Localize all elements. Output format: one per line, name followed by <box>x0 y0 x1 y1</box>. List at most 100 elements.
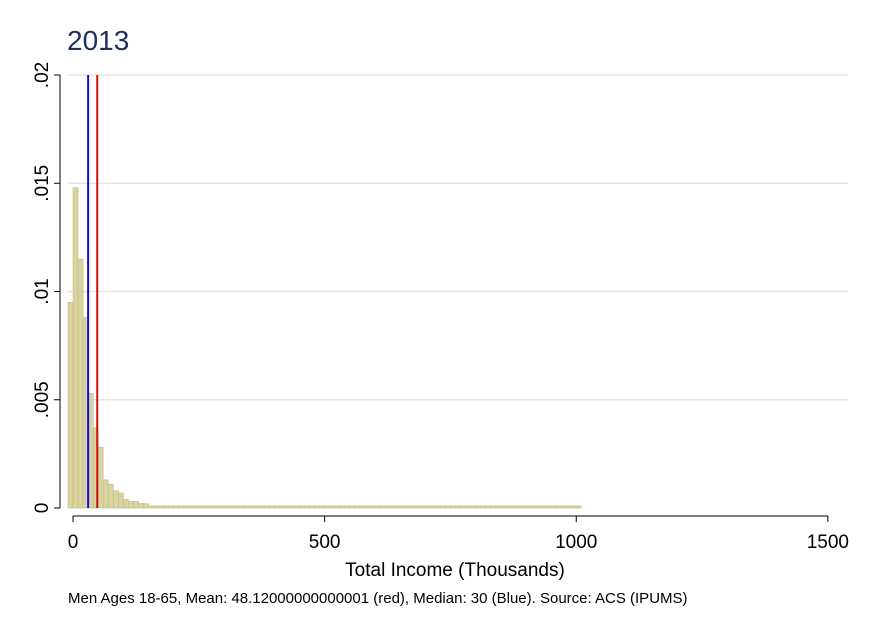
histogram-bar <box>530 505 537 509</box>
histogram-bar <box>153 505 159 509</box>
histogram-bar <box>334 505 341 509</box>
histogram-bar <box>389 505 396 509</box>
histogram-bar <box>304 505 310 509</box>
histogram-bar <box>118 492 124 509</box>
histogram-bar <box>470 505 476 509</box>
histogram-bar <box>364 505 371 509</box>
histogram-bar <box>284 505 290 509</box>
histogram-bar <box>485 505 492 509</box>
histogram-bar <box>359 505 366 509</box>
chart-title: 2013 <box>67 25 129 56</box>
histogram-bar <box>188 505 195 509</box>
histogram-bar <box>505 505 512 509</box>
histogram-bar <box>97 447 104 509</box>
histogram-bar <box>213 505 220 509</box>
histogram-bar <box>102 479 109 509</box>
histogram-bar <box>435 505 441 509</box>
histogram-bar <box>450 505 456 509</box>
histogram-bar <box>399 505 406 509</box>
histogram-bar <box>349 505 356 509</box>
histogram-bar <box>414 505 421 509</box>
histogram-bar <box>379 505 386 509</box>
histogram-bar <box>67 302 74 509</box>
histogram-bar <box>128 501 134 509</box>
histogram-bar <box>238 505 245 509</box>
histogram-bar <box>319 505 325 509</box>
y-tick-label: .02 <box>32 62 53 88</box>
histogram-bar <box>409 505 416 509</box>
histogram-bar <box>540 505 547 509</box>
histogram-bar <box>233 505 240 509</box>
histogram-bar <box>424 505 431 509</box>
histogram-bar <box>374 505 381 509</box>
histogram-bar <box>570 505 577 509</box>
histogram-bar <box>299 505 305 509</box>
reference-lines <box>87 75 99 508</box>
histogram-bar <box>112 490 119 509</box>
histogram-bar <box>203 505 210 509</box>
histogram-bar <box>248 505 255 509</box>
histogram-bar <box>515 505 522 509</box>
histogram-bar <box>550 505 557 509</box>
histogram-bar <box>324 505 330 509</box>
histogram-bar <box>173 505 180 509</box>
histogram-bar <box>228 505 235 509</box>
histogram-bar <box>535 505 542 509</box>
y-tick-label: .01 <box>32 278 53 304</box>
x-tick-label: 500 <box>309 532 341 553</box>
histogram-bar <box>460 505 466 509</box>
histogram-bar <box>475 505 481 509</box>
histogram-bar <box>344 505 351 509</box>
x-tick-label: 0 <box>68 532 79 553</box>
histogram-bar <box>575 505 582 509</box>
chart-note: Men Ages 18-65, Mean: 48.12000000000001 … <box>68 590 688 607</box>
histogram-bar <box>294 505 300 509</box>
y-tick-label: .015 <box>32 165 53 202</box>
histogram-bar <box>208 505 215 509</box>
histogram-bar <box>560 505 567 509</box>
histogram-bar <box>107 483 114 509</box>
histogram-bar <box>445 505 451 509</box>
histogram-bar <box>72 187 79 509</box>
histogram-bar <box>183 505 190 509</box>
histogram-bar <box>369 505 376 509</box>
histogram-bar <box>404 505 411 509</box>
histogram-bar <box>384 505 391 509</box>
histogram-bar <box>223 505 230 509</box>
histogram-bar <box>163 505 169 509</box>
histogram-bar <box>243 505 250 509</box>
y-tick-labels: 0 .005 .01 .015 .02 <box>32 62 53 514</box>
histogram-bar <box>138 503 144 509</box>
x-tick-label: 1000 <box>555 532 597 553</box>
x-axis-label: Total Income (Thousands) <box>345 560 565 581</box>
histogram-bar <box>565 505 572 509</box>
y-tick-label: .005 <box>32 381 53 418</box>
histogram-bar <box>133 501 139 509</box>
histogram-bar <box>158 505 164 509</box>
histogram-bar <box>495 505 502 509</box>
histogram-bar <box>394 505 401 509</box>
grid-lines <box>68 74 848 401</box>
bars <box>67 187 582 509</box>
histogram-bar <box>263 505 270 509</box>
x-tick-label: 1500 <box>807 532 849 553</box>
histogram-bar <box>268 505 275 509</box>
histogram-bar <box>123 499 129 509</box>
histogram-bar <box>465 505 471 509</box>
axes <box>54 74 829 522</box>
histogram-bar <box>274 505 280 509</box>
histogram-bar <box>258 505 265 509</box>
histogram-bar <box>314 505 320 509</box>
histogram-bar <box>440 505 446 509</box>
histogram-bar <box>354 505 361 509</box>
histogram-bar <box>193 505 200 509</box>
histogram-bar <box>545 505 552 509</box>
histogram-bar <box>455 505 461 509</box>
histogram-bar <box>480 505 486 509</box>
histogram-bar <box>500 505 507 509</box>
histogram-bar <box>430 505 436 509</box>
histogram-bar <box>148 505 154 509</box>
histogram-bar <box>143 503 149 509</box>
histogram-bar <box>520 505 527 509</box>
